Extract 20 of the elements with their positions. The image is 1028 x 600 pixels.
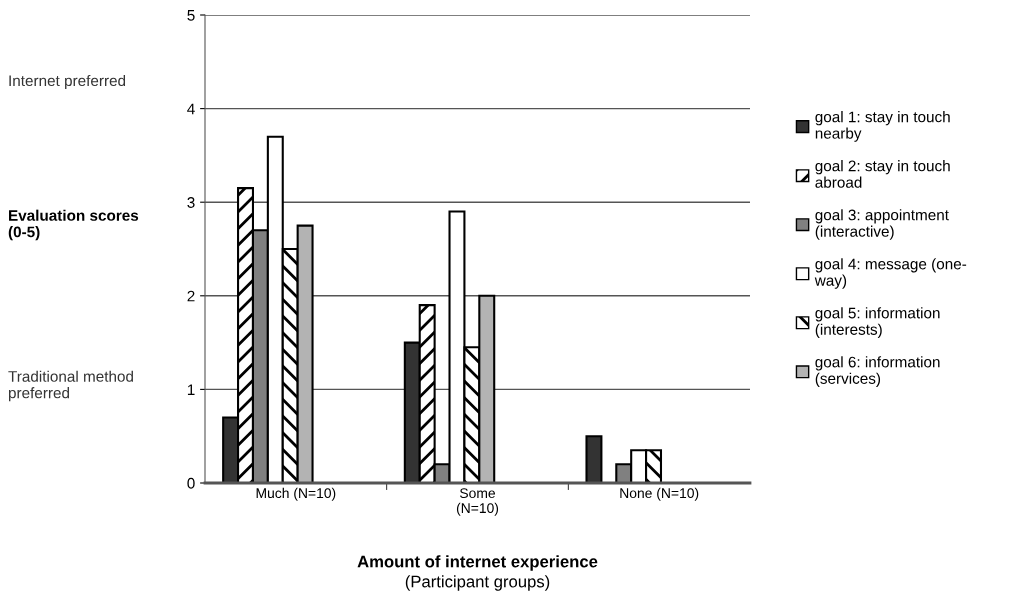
text: Internet preferred bbox=[9, 74, 126, 90]
legend-label: goal 1: stay in touch nearby bbox=[815, 111, 950, 142]
legend-label: goal 4: message (one- way) bbox=[814, 258, 967, 289]
x-tick-label: Some (N=10) bbox=[456, 488, 499, 516]
y-tick-label: 2 bbox=[187, 290, 195, 302]
x-axis-title: Amount of internet experience (Participant groups) bbox=[357, 555, 598, 591]
legend-label: goal 6: information (services) bbox=[815, 356, 940, 387]
legend-label: goal 3: appointment (interactive) bbox=[815, 209, 949, 240]
x-tick-label: Much (N=10) bbox=[256, 487, 336, 501]
y-tick-label: 4 bbox=[187, 103, 195, 115]
y-axis-title: Evaluation scores (0-5) bbox=[8, 209, 139, 241]
y-tick-label: 1 bbox=[187, 384, 195, 395]
y-tick-label: 0 bbox=[187, 477, 195, 489]
text: Traditional method preferred bbox=[8, 370, 133, 402]
x-tick-label: None (N=10) bbox=[620, 487, 699, 501]
bar bbox=[585, 435, 603, 483]
legend-label: goal 5: information (interests) bbox=[815, 307, 940, 338]
y-tick-label: 5 bbox=[187, 10, 195, 21]
legend-label: goal 2: stay in touch abroad bbox=[815, 160, 950, 188]
y-tick-label: 3 bbox=[187, 197, 195, 208]
